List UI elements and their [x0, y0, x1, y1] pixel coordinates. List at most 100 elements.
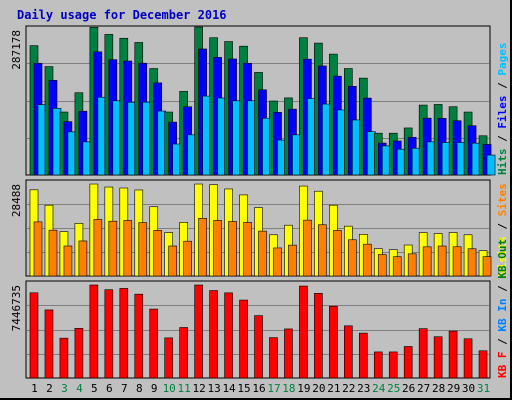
legend-kbytes-3: /: [496, 279, 509, 299]
x-tick-label-31: 31: [477, 382, 490, 395]
bar-sites-day-25: [392, 256, 402, 277]
x-tick-label-6: 6: [106, 382, 113, 395]
chart-title: Daily usage for December 2016: [17, 8, 227, 22]
legend-kbytes-2: KB In: [496, 299, 509, 332]
x-tick-label-20: 20: [312, 382, 325, 395]
bar-sites-day-3: [63, 245, 73, 277]
x-tick-label-30: 30: [462, 382, 475, 395]
panel-visits: 28488 Visits / Sites: [10, 179, 509, 277]
bar-kb-f-day-6: [104, 289, 114, 379]
bar-kb-f-day-19: [299, 285, 308, 379]
bar-kb-f-day-18: [284, 328, 293, 379]
x-tick-label-26: 26: [402, 382, 415, 395]
bar-sites-day-23: [362, 243, 372, 277]
bar-kb-f-day-1: [29, 292, 39, 379]
bar-kb-f-day-29: [448, 330, 458, 379]
side-legend-kbytes: KB F / KB In / KB Out: [496, 239, 509, 378]
legend-visits-0: Visits: [496, 236, 509, 276]
x-tick-label-25: 25: [387, 382, 400, 395]
bar-kb-f-day-24: [373, 351, 383, 379]
bar-sites-day-13: [213, 220, 222, 277]
bar-sites-day-19: [303, 219, 312, 277]
bar-kb-f-day-2: [44, 309, 54, 379]
bar-kb-f-day-30: [463, 338, 473, 379]
bar-kb-f-day-14: [224, 292, 233, 379]
bar-kb-f-day-5: [89, 284, 99, 379]
bar-kb-f-day-16: [254, 315, 263, 379]
bar-kb-f-day-3: [59, 337, 69, 379]
bar-kb-f-day-15: [239, 299, 248, 379]
bar-sites-day-5: [93, 219, 103, 277]
legend-visits-1: /: [496, 216, 509, 236]
bar-kb-f-day-27: [418, 328, 428, 379]
bar-kb-f-day-12: [194, 284, 203, 379]
ymax-label-visits: 28488: [10, 184, 23, 217]
bar-sites-day-26: [407, 253, 417, 277]
bar-sites-day-24: [377, 254, 387, 277]
x-tick-label-12: 12: [193, 382, 206, 395]
x-tick-label-7: 7: [121, 382, 128, 395]
bar-kb-f-day-8: [134, 293, 144, 379]
x-tick-label-14: 14: [222, 382, 236, 395]
x-tick-label-19: 19: [297, 382, 310, 395]
bar-kb-f-day-26: [403, 346, 413, 379]
legend-hits-3: /: [496, 76, 509, 96]
bar-sites-day-12: [198, 218, 207, 277]
legend-hits-2: Files: [496, 96, 509, 129]
x-tick-label-2: 2: [46, 382, 53, 395]
bar-sites-day-11: [183, 240, 192, 277]
panel-kbytes: 7446735 KB F / KB In / KB Out: [10, 239, 509, 379]
x-tick-label-4: 4: [76, 382, 83, 395]
x-tick-label-29: 29: [447, 382, 460, 395]
bar-kb-f-day-10: [164, 337, 174, 379]
bar-sites-day-6: [108, 220, 118, 277]
x-tick-label-17: 17: [267, 382, 280, 395]
bar-kb-f-day-22: [344, 325, 353, 379]
legend-kbytes-0: KB F: [496, 352, 509, 379]
bar-sites-day-21: [333, 230, 342, 277]
legend-kbytes-1: /: [496, 332, 509, 352]
bar-sites-day-7: [123, 220, 133, 277]
x-tick-label-22: 22: [342, 382, 355, 395]
legend-visits-2: Sites: [496, 183, 509, 216]
x-tick-label-27: 27: [417, 382, 430, 395]
legend-hits-0: Hits: [496, 149, 509, 176]
x-tick-label-15: 15: [237, 382, 250, 395]
x-tick-label-11: 11: [178, 382, 191, 395]
legend-hits-4: Pages: [496, 43, 509, 76]
side-legend-visits: Visits / Sites: [496, 183, 509, 276]
bar-kb-f-day-13: [209, 290, 218, 379]
x-tick-label-9: 9: [151, 382, 158, 395]
side-legend-hits: Hits / Files / Pages: [496, 43, 509, 176]
bar-sites-day-18: [288, 244, 297, 277]
x-tick-label-10: 10: [163, 382, 176, 395]
panel-hits: 287178 Hits / Files / Pages: [10, 25, 509, 176]
x-tick-label-1: 1: [31, 382, 38, 395]
bar-kb-f-day-25: [388, 351, 398, 379]
bar-kb-f-day-31: [478, 350, 488, 379]
x-tick-label-21: 21: [327, 382, 340, 395]
x-tick-label-3: 3: [61, 382, 68, 395]
x-tick-label-28: 28: [432, 382, 445, 395]
bar-sites-day-4: [78, 240, 88, 277]
bar-sites-day-31: [482, 256, 492, 277]
x-tick-label-24: 24: [372, 382, 386, 395]
x-tick-label-16: 16: [252, 382, 265, 395]
bar-sites-day-22: [348, 239, 357, 277]
x-tick-label-13: 13: [207, 382, 220, 395]
bar-sites-day-27: [422, 246, 432, 277]
x-tick-label-5: 5: [91, 382, 98, 395]
bar-sites-day-10: [168, 245, 178, 277]
bar-sites-day-8: [138, 222, 148, 277]
bar-kb-f-day-9: [149, 308, 159, 379]
x-tick-label-18: 18: [282, 382, 295, 395]
bar-sites-day-9: [153, 230, 163, 277]
legend-hits-1: /: [496, 129, 509, 149]
bar-pages-day-31: [486, 154, 496, 176]
bar-sites-day-1: [33, 221, 43, 277]
bar-sites-day-29: [452, 246, 462, 277]
bar-sites-day-2: [48, 229, 58, 277]
bar-kb-f-day-17: [269, 337, 278, 379]
